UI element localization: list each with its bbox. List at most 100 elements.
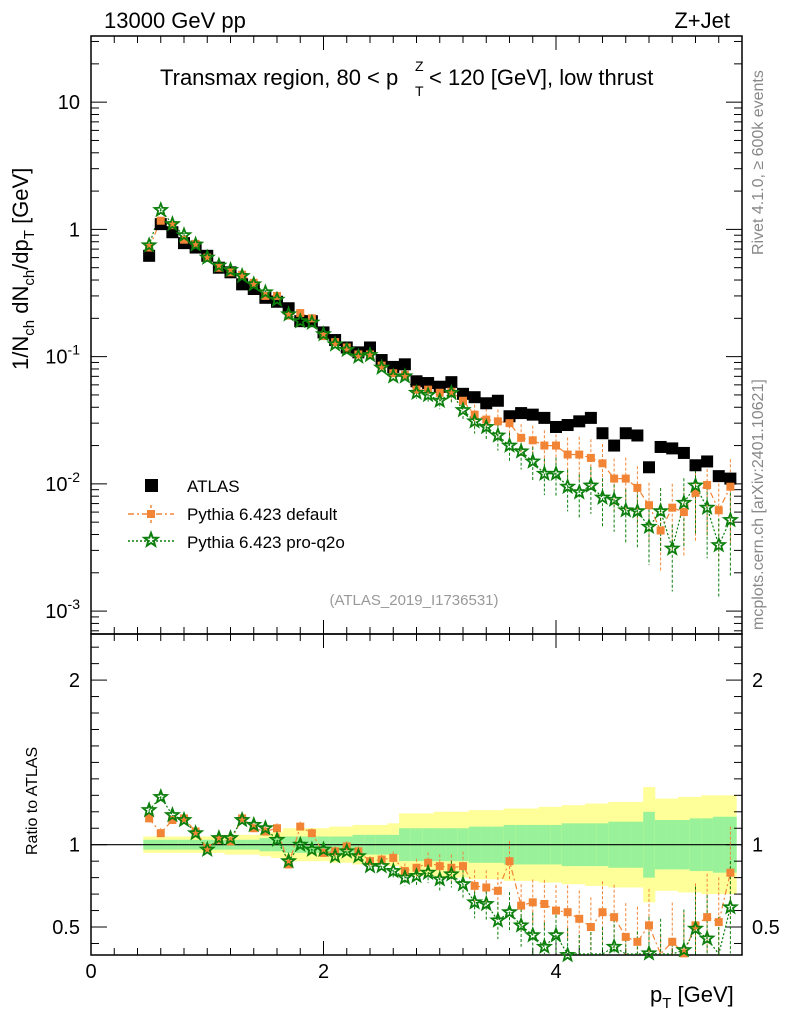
default-point [273, 291, 281, 300]
proq2o-point [558, 477, 577, 495]
proq2o-ratio-point [384, 861, 402, 879]
proq2o-point [651, 502, 670, 519]
default-point [598, 459, 607, 468]
svg-text:1/Nch dNch/dpT [GeV]: 1/Nch dNch/dpT [GeV] [8, 168, 38, 370]
atlas-point [143, 249, 156, 262]
atlas-point [445, 376, 458, 389]
proq2o-point [303, 313, 321, 330]
default-ratio-point [505, 857, 514, 866]
default-point [447, 387, 456, 396]
default-ratio-point [145, 814, 154, 823]
default-point [633, 483, 642, 492]
proq2o-point [279, 305, 298, 322]
default-point [493, 417, 502, 426]
default-ratio-point [598, 908, 607, 917]
proq2o-ratio-point [326, 847, 344, 864]
atlas-point [619, 427, 632, 440]
proq2o-point [582, 476, 600, 493]
default-point [517, 433, 526, 442]
x-tick-label: 4 [550, 961, 561, 983]
main-plot-marks [140, 200, 740, 599]
atlas-point [689, 459, 702, 472]
default-ratio-point [214, 835, 223, 844]
proq2o-point [396, 367, 414, 384]
atlas-point [654, 440, 667, 453]
title-subscript: T [415, 83, 424, 99]
proq2o-ratio-point [686, 919, 705, 936]
default-point [156, 216, 165, 225]
default-point [610, 474, 619, 483]
y-tick-label-ratio: 0.5 [52, 917, 80, 939]
default-ratio-point [726, 868, 735, 877]
proq2o-point [524, 452, 542, 469]
proq2o-point [198, 248, 216, 266]
proq2o-ratio-point [512, 916, 530, 933]
default-ratio-point [482, 883, 491, 892]
proq2o-point [314, 325, 333, 342]
proq2o-point [721, 510, 740, 528]
proq2o-ratio-point [245, 816, 263, 833]
x-axis-label: pT [GeV] [650, 982, 734, 1012]
proq2o-point [454, 401, 472, 418]
proq2o-ratio-point [279, 852, 298, 869]
proq2o-ratio-point [198, 840, 216, 858]
proq2o-ratio-point [640, 944, 658, 961]
y-tick-label-main: 10-1 [45, 342, 80, 369]
x-tick-label: 0 [85, 961, 96, 983]
atlas-point [631, 429, 644, 442]
proq2o-ratio-point [419, 863, 437, 881]
default-ratio-point [668, 937, 677, 946]
proq2o-ratio-point [407, 866, 426, 884]
default-point [342, 343, 351, 352]
proq2o-ratio-point [186, 824, 205, 841]
y-axis-label-main: 1/Nch dNch/dpT [GeV] [8, 168, 38, 370]
proq2o-point [593, 488, 612, 506]
title-suffix: < 120 [GeV], low thrust [429, 65, 653, 90]
default-ratio-point [273, 824, 281, 833]
mcplots-label: mcplots.cern.ch [arXiv:2401.10621] [750, 379, 767, 630]
proq2o-ratio-point [465, 893, 484, 910]
proq2o-point [512, 442, 530, 459]
y-tick-label-ratio: 1 [69, 835, 80, 857]
proq2o-ratio-point [221, 829, 240, 846]
proq2o-point [698, 498, 716, 515]
proq2o-point [477, 417, 495, 435]
rivet-version-label: Rivet 4.1.0, ≥ 600k events [750, 70, 767, 255]
default-point [528, 436, 537, 445]
proq2o-point [372, 358, 391, 376]
proq2o-point [221, 260, 240, 278]
proq2o-point [419, 385, 437, 403]
default-ratio-point [424, 858, 433, 867]
proq2o-point [710, 536, 728, 553]
default-ratio-point [389, 853, 398, 862]
proq2o-point [186, 235, 205, 252]
default-point [331, 338, 340, 347]
default-point [714, 506, 723, 515]
proq2o-ratio-point [605, 937, 623, 955]
atlas-point [584, 411, 597, 424]
default-point [575, 450, 584, 459]
default-point [389, 369, 398, 378]
legend-proq2o-label: Pythia 6.423 pro-q2o [187, 533, 345, 552]
default-ratio-point [540, 899, 549, 908]
default-point [354, 350, 363, 359]
default-ratio-point [645, 921, 653, 930]
default-point [540, 441, 549, 450]
ylabel-main-prefix: 1/N [8, 336, 33, 370]
default-ratio-point [470, 881, 479, 890]
default-ratio-point [168, 816, 177, 825]
default-ratio-point [552, 906, 560, 915]
proq2o-point [163, 215, 182, 232]
proq2o-ratio-point [431, 870, 449, 887]
legend: ATLAS Pythia 6.423 default Pythia 6.423 … [128, 477, 345, 552]
proq2o-ratio-point [268, 830, 286, 848]
legend-atlas-label: ATLAS [187, 477, 240, 496]
atlas-point [410, 375, 423, 388]
atlas-point [538, 411, 551, 424]
atlas-point [550, 420, 562, 433]
proq2o-point [175, 226, 193, 243]
atlas-point [608, 439, 621, 452]
default-point [691, 488, 700, 497]
proq2o-point [431, 391, 449, 409]
